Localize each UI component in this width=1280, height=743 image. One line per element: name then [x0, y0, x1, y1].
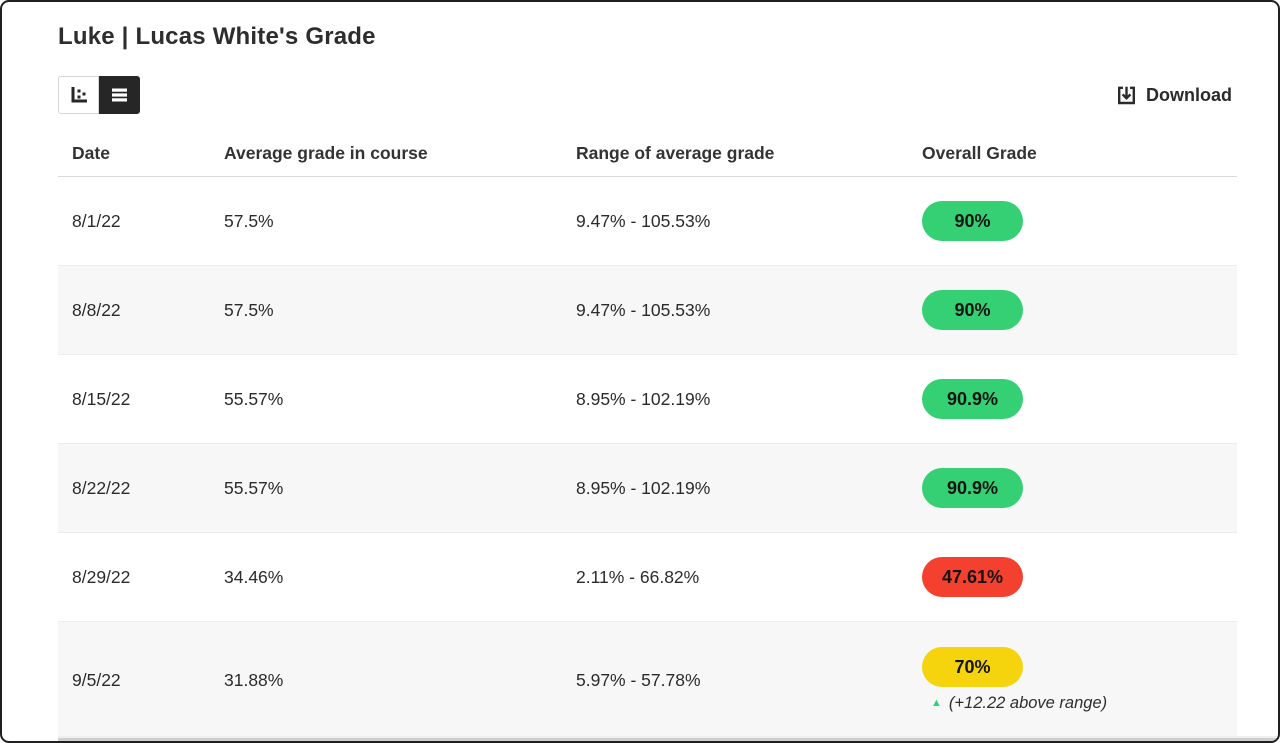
chart-icon [69, 85, 89, 105]
horizontal-scrollbar[interactable] [58, 736, 1278, 741]
triangle-up-icon: ▲ [931, 697, 942, 709]
column-header-date: Date [72, 143, 110, 163]
download-label: Download [1146, 84, 1232, 105]
table-row: 8/15/22 55.57% 8.95% - 102.19% 90.9% [58, 355, 1237, 444]
column-header-average: Average grade in course [224, 143, 428, 163]
date-cell: 8/8/22 [72, 299, 121, 320]
average-grade-cell: 57.5% [224, 210, 274, 231]
range-cell: 8.95% - 102.19% [576, 477, 711, 498]
download-button[interactable]: Download [1115, 84, 1232, 107]
overall-grade-pill: 90% [922, 290, 1023, 330]
average-grade-cell: 34.46% [224, 566, 284, 587]
date-cell: 8/1/22 [72, 210, 121, 231]
average-grade-cell: 55.57% [224, 477, 284, 498]
table-row: 8/22/22 55.57% 8.95% - 102.19% 90.9% [58, 444, 1237, 533]
date-cell: 8/15/22 [72, 388, 131, 409]
overall-grade-cell: 47.61% [908, 557, 1237, 597]
range-cell: 8.95% - 102.19% [576, 388, 711, 409]
table-row: 8/1/22 57.5% 9.47% - 105.53% 90% [58, 177, 1237, 266]
table-body: 8/1/22 57.5% 9.47% - 105.53% 90% 8/8/22 … [58, 177, 1237, 738]
average-grade-cell: 31.88% [224, 669, 284, 690]
date-cell: 8/22/22 [72, 477, 131, 498]
overall-grade-pill: 70% [922, 647, 1023, 687]
table-header-row: Date Average grade in course Range of av… [58, 131, 1237, 177]
download-icon [1115, 84, 1138, 107]
overall-grade-pill: 90.9% [922, 379, 1023, 419]
overall-grade-pill: 47.61% [922, 557, 1023, 597]
page-title: Luke | Lucas White's Grade [58, 23, 376, 50]
view-toggle-group [58, 76, 140, 114]
range-cell: 2.11% - 66.82% [576, 566, 700, 587]
list-icon [110, 86, 129, 104]
overall-grade-cell: 90% [908, 290, 1237, 330]
range-cell: 5.97% - 57.78% [576, 669, 701, 690]
average-grade-cell: 57.5% [224, 299, 274, 320]
toolbar: Download [2, 51, 1278, 114]
average-grade-cell: 55.57% [224, 388, 284, 409]
date-cell: 9/5/22 [72, 669, 121, 690]
overall-grade-cell: 90.9% [908, 468, 1237, 508]
above-range-annotation: ▲ (+12.22 above range) [931, 694, 1107, 713]
column-header-range: Range of average grade [576, 143, 775, 163]
list-view-button[interactable] [99, 76, 140, 114]
range-cell: 9.47% - 105.53% [576, 299, 711, 320]
chart-view-button[interactable] [58, 76, 99, 114]
annotation-text: (+12.22 above range) [948, 694, 1108, 712]
date-cell: 8/29/22 [72, 566, 131, 587]
range-cell: 9.47% - 105.53% [576, 210, 711, 231]
table-row: 9/5/22 31.88% 5.97% - 57.78% 70% ▲ (+12.… [58, 622, 1237, 738]
column-header-overall: Overall Grade [922, 143, 1037, 163]
overall-grade-cell: 70% ▲ (+12.22 above range) [908, 647, 1237, 713]
grade-table: Date Average grade in course Range of av… [58, 131, 1237, 738]
overall-grade-cell: 90% [908, 201, 1237, 241]
overall-grade-pill: 90.9% [922, 468, 1023, 508]
overall-grade-cell: 90.9% [908, 379, 1237, 419]
table-row: 8/8/22 57.5% 9.47% - 105.53% 90% [58, 266, 1237, 355]
table-row: 8/29/22 34.46% 2.11% - 66.82% 47.61% [58, 533, 1237, 622]
overall-grade-pill: 90% [922, 201, 1023, 241]
